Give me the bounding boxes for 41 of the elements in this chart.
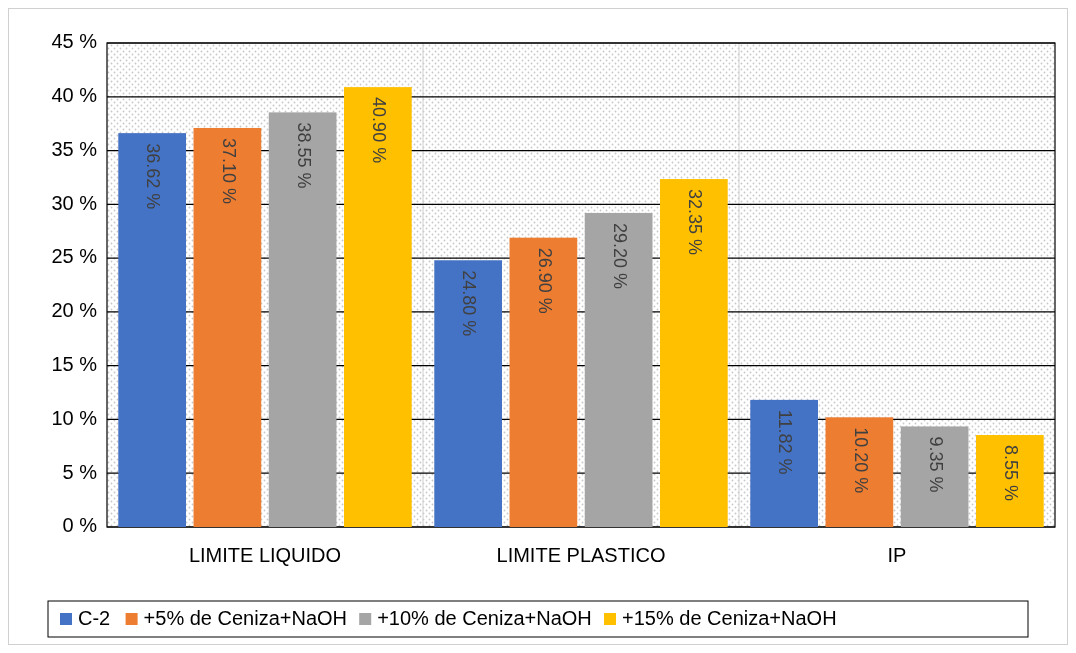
bar: [118, 133, 186, 527]
legend-label: +5% de Ceniza+NaOH: [143, 607, 348, 630]
legend-label: C-2: [78, 607, 111, 630]
y-tick-label: 30 %: [51, 191, 98, 214]
y-tick-label: 5 %: [62, 460, 98, 483]
data-label: 29.20 %: [609, 222, 630, 289]
x-tick-label: IP: [887, 544, 907, 566]
bar: [344, 87, 412, 527]
data-label: 24.80 %: [459, 270, 480, 337]
data-label: 9.35 %: [925, 436, 946, 493]
bar: [750, 399, 818, 527]
y-tick-label: 35 %: [51, 137, 98, 160]
y-tick-label: 25 %: [51, 245, 98, 268]
bar: [509, 237, 578, 527]
bar: [268, 112, 337, 527]
data-label: 8.55 %: [1001, 445, 1022, 502]
data-label: 10.20 %: [850, 427, 871, 494]
bar: [434, 260, 502, 527]
y-tick-label: 45 %: [51, 30, 98, 53]
y-tick-label: 40 %: [51, 84, 98, 107]
data-label: 26.90 %: [534, 247, 555, 314]
bar: [900, 426, 969, 527]
data-label: 38.55 %: [293, 122, 314, 189]
y-tick-label: 10 %: [51, 406, 98, 429]
bar: [193, 127, 262, 527]
data-label: 36.62 %: [143, 143, 164, 210]
y-tick-label: 15 %: [51, 352, 98, 375]
y-tick-label: 20 %: [51, 299, 98, 322]
bar: [976, 435, 1044, 527]
y-tick-label: 0 %: [62, 514, 98, 537]
legend-label: +10% de Ceniza+NaOH: [377, 607, 592, 630]
bar: [660, 179, 728, 527]
legend-label: +15% de Ceniza+NaOH: [622, 607, 837, 630]
bar: [584, 212, 653, 527]
data-label: 40.90 %: [369, 97, 390, 164]
x-tick-label: LIMITE LIQUIDO: [188, 544, 342, 566]
data-label: 32.35 %: [685, 189, 706, 256]
x-tick-label: LIMITE PLASTICO: [496, 544, 666, 566]
bar: [825, 417, 894, 527]
data-label: 37.10 %: [218, 137, 239, 205]
data-label: 11.82 %: [775, 409, 796, 475]
